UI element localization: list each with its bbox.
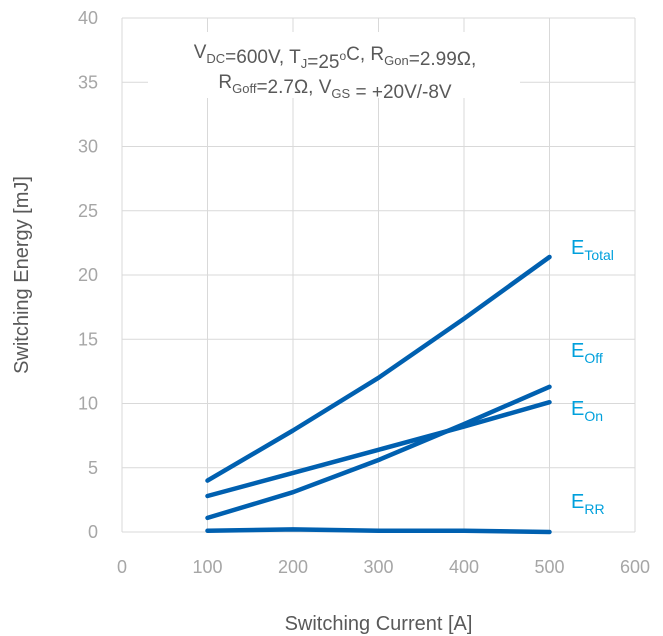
conditions-text: V [194, 42, 207, 63]
conditions-text: =25 [307, 52, 339, 73]
x-axis-title: Switching Current [A] [285, 613, 473, 635]
conditions-text: = +20V/-8V [350, 82, 452, 103]
conditions-subscript: Gon [384, 53, 409, 68]
series-label-rr: ERR [571, 491, 605, 517]
conditions-text: =2.7Ω, V [256, 77, 331, 98]
x-tick-labels: 0 100 200 300 400 500 600 [117, 557, 650, 577]
y-tick-label: 20 [78, 265, 98, 285]
conditions-text: =2.99Ω, [409, 49, 477, 70]
y-tick-label: 0 [88, 522, 98, 542]
y-tick-labels: 0 5 10 15 20 25 30 35 40 [78, 8, 98, 542]
y-tick-label: 30 [78, 137, 98, 157]
y-tick-label: 15 [78, 329, 98, 349]
series-label-total: ETotal [571, 237, 614, 263]
y-tick-label: 40 [78, 8, 98, 28]
x-tick-label: 300 [363, 557, 393, 577]
y-tick-label: 10 [78, 394, 98, 414]
series-labels: ETotal EOff EOn ERR [571, 237, 614, 517]
y-tick-label: 25 [78, 201, 98, 221]
x-tick-label: 600 [620, 557, 650, 577]
conditions-subscript: GS [331, 86, 350, 101]
conditions-text: C, R [346, 44, 384, 65]
conditions-subscript: DC [206, 51, 225, 66]
x-tick-label: 200 [278, 557, 308, 577]
series-label-on: EOn [571, 398, 603, 424]
x-tick-label: 0 [117, 557, 127, 577]
y-axis-title: Switching Energy [mJ] [11, 176, 33, 374]
y-tick-label: 35 [78, 72, 98, 92]
y-tick-label: 5 [88, 458, 98, 478]
conditions-subscript: Goff [232, 81, 257, 96]
conditions-text: =600V, T [225, 47, 301, 68]
series-label-off: EOff [571, 340, 603, 366]
x-tick-label: 100 [192, 557, 222, 577]
x-tick-label: 500 [534, 557, 564, 577]
x-tick-label: 400 [449, 557, 479, 577]
series-line-rr [208, 529, 550, 532]
conditions-text: R [218, 72, 232, 93]
